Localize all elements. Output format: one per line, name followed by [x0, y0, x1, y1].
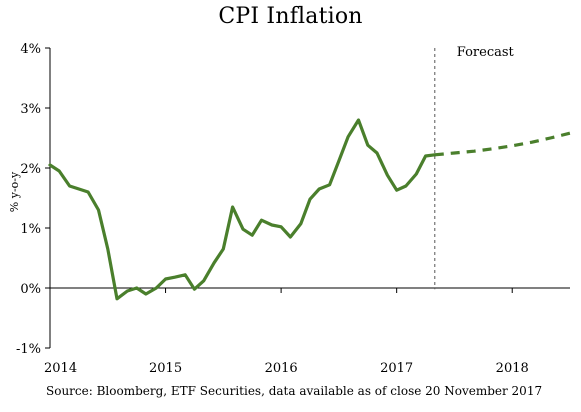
cpi-series-line: [48, 118, 437, 301]
forecast-label: Forecast: [457, 45, 515, 60]
x-tick-label: 2015: [149, 361, 182, 376]
x-tick-label: 2017: [380, 361, 413, 376]
y-tick-label: 3%: [20, 102, 41, 117]
forecast-series-line: [434, 131, 571, 157]
y-tick-label: -1%: [16, 342, 41, 357]
chart-title: CPI Inflation: [218, 4, 363, 29]
y-tick-label: 0%: [20, 282, 41, 297]
x-tick-label: 2018: [496, 361, 529, 376]
y-axis-label: % y-o-y: [8, 171, 21, 212]
y-tick-label: 4%: [20, 42, 41, 57]
y-tick-label: 1%: [20, 222, 41, 237]
x-tick-label: 2014: [44, 361, 77, 376]
source-note: Source: Bloomberg, ETF Securities, data …: [46, 384, 543, 398]
y-tick-label: 2%: [20, 162, 41, 177]
x-tick-label: 2016: [265, 361, 298, 376]
